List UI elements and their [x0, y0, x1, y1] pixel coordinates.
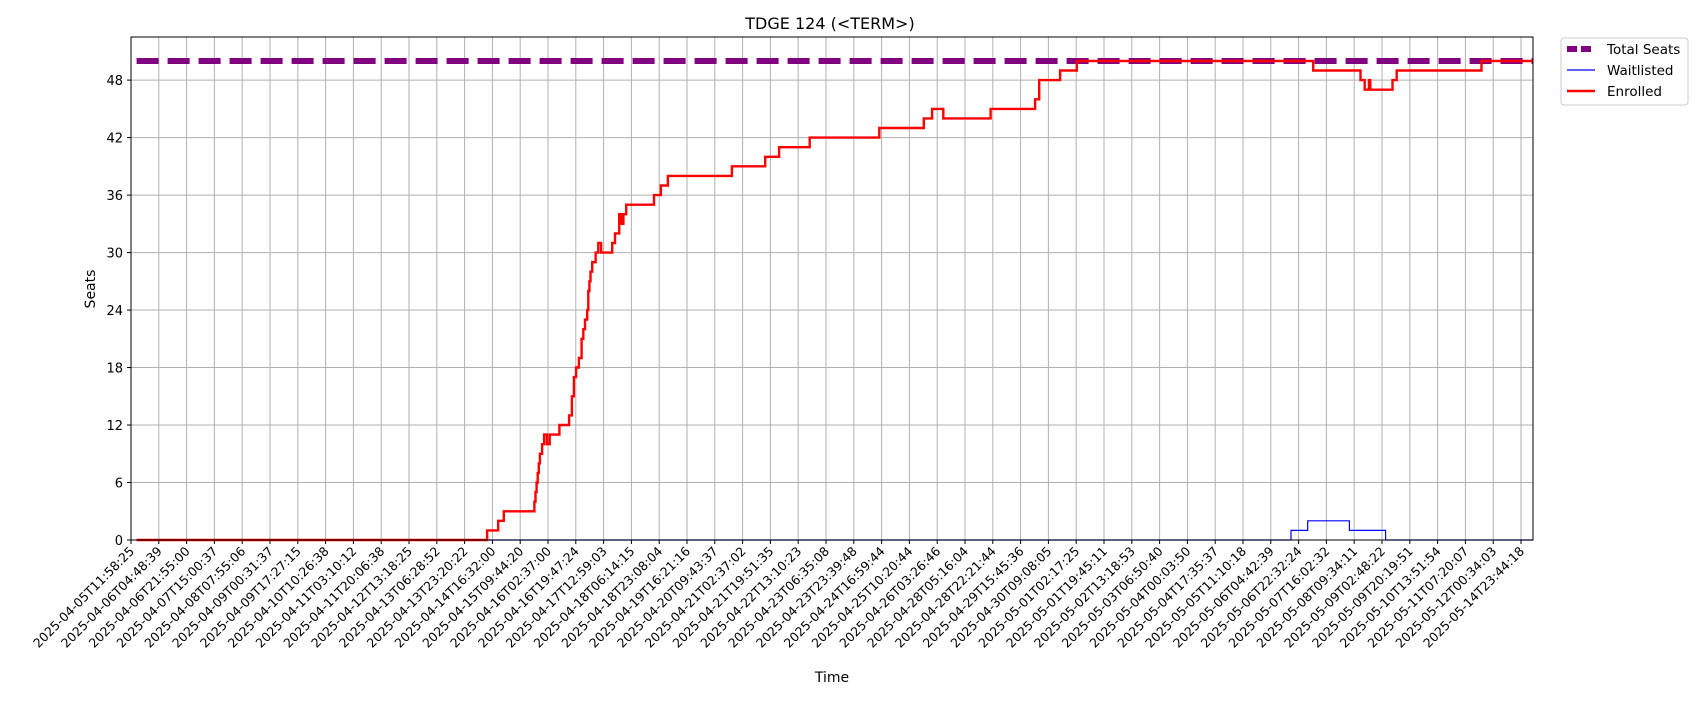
legend-label: Total Seats [1606, 42, 1680, 58]
legend-label: Enrolled [1607, 84, 1662, 100]
y-tick-label: 42 [106, 132, 123, 147]
y-tick-label: 18 [106, 362, 123, 377]
y-axis: 0 6 12 18 24 30 36 42 48 [106, 74, 131, 549]
grid [130, 37, 1533, 541]
y-tick-label: 30 [106, 247, 123, 262]
chart-title: TDGE 124 (<TERM>) [744, 14, 914, 33]
y-tick-label: 0 [115, 534, 123, 549]
x-axis-label: Time [814, 670, 849, 686]
legend-label: Waitlisted [1607, 63, 1674, 79]
y-tick-label: 36 [106, 189, 123, 204]
legend: Total Seats Waitlisted Enrolled [1560, 37, 1689, 106]
series-line-enrolled [136, 59, 1533, 542]
x-axis: 2025-04-05T11:58:252025-04-06T04:48:3920… [30, 540, 1527, 651]
y-axis-label: Seats [83, 270, 99, 309]
series-layer [136, 58, 1533, 542]
legend-frame [1560, 37, 1689, 106]
y-tick-label: 24 [106, 304, 123, 319]
y-tick-label: 48 [106, 74, 123, 89]
series-line-waitlisted [136, 520, 1533, 541]
y-tick-label: 6 [115, 477, 123, 492]
y-tick-label: 12 [106, 419, 123, 434]
plot-frame [130, 36, 1534, 541]
